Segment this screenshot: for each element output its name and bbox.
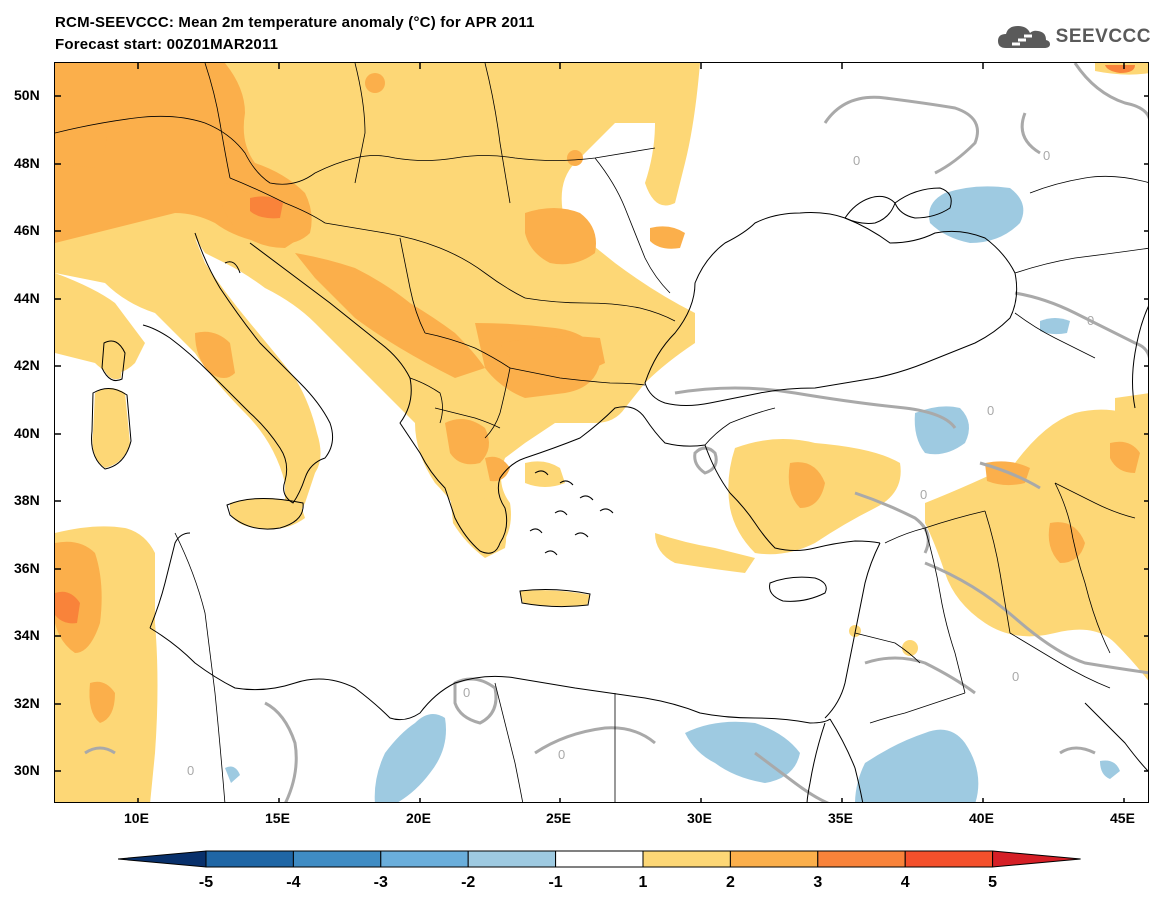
colorbar-segment: [555, 850, 644, 868]
country-borders: [55, 63, 1148, 802]
contour-label: 0: [987, 403, 994, 418]
colorbar-segment: [467, 850, 557, 868]
lat-label: 48N: [14, 155, 40, 171]
coastlines: [91, 187, 1148, 802]
colorbar-tick-label: -2: [461, 874, 476, 891]
lat-label: 40N: [14, 425, 40, 441]
contour-label: 0: [920, 487, 927, 502]
colorbar-segment: [205, 850, 294, 868]
colorbar-tick-label: 1: [638, 874, 648, 891]
lat-label: 32N: [14, 695, 40, 711]
anomaly-2-3-region: [55, 63, 1140, 723]
colorbar-tick-label: 3: [813, 874, 823, 891]
lat-label: 44N: [14, 290, 40, 306]
anomaly-map: 0 0 0 0 0 0 0 0 0: [55, 63, 1148, 802]
lat-label: 34N: [14, 627, 40, 643]
contour-label: 0: [187, 763, 194, 778]
map-area: 0 0 0 0 0 0 0 0 0: [54, 62, 1149, 803]
contour-label: 0: [1012, 669, 1019, 684]
colorbar-segment: [729, 850, 819, 868]
colorbar-segment: [992, 850, 1081, 868]
cloud-icon: [997, 26, 1050, 48]
lat-label: 42N: [14, 357, 40, 373]
colorbar-tick-label: -1: [548, 874, 563, 891]
contour-label: 0: [853, 153, 860, 168]
chart-subtitle: Forecast start: 00Z01MAR2011: [55, 36, 279, 53]
logo-text: SEEVCCC: [1055, 26, 1151, 47]
colorbar-segment: [904, 850, 994, 868]
colorbar-tick-label: 4: [900, 874, 910, 891]
anomaly-3-4-region: [55, 65, 1135, 624]
lat-label: 50N: [14, 87, 40, 103]
lat-label: 38N: [14, 492, 40, 508]
colorbar-segment: [292, 850, 382, 868]
colorbar-segment: [817, 850, 906, 868]
lon-label: 20E: [406, 810, 431, 826]
colorbar-tick-label: 2: [725, 874, 735, 891]
colorbar-segment: [118, 850, 207, 868]
lat-label: 30N: [14, 762, 40, 778]
anomaly-neg-1-2-region: [225, 186, 1120, 802]
lon-label: 40E: [969, 810, 994, 826]
colorbar-segment: [380, 850, 469, 868]
colorbar-tick-label: -4: [286, 874, 301, 891]
lon-label: 10E: [124, 810, 149, 826]
lat-label: 36N: [14, 560, 40, 576]
contour-labels: 0 0 0 0 0 0 0 0 0: [187, 148, 1094, 778]
contour-label: 0: [1043, 148, 1050, 163]
lon-label: 30E: [687, 810, 712, 826]
chart-title: RCM-SEEVCCC: Mean 2m temperature anomaly…: [55, 14, 535, 31]
contour-label: 0: [463, 685, 470, 700]
seevccc-logo: SEEVCCC: [996, 22, 1151, 52]
contour-label: 0: [1087, 313, 1094, 328]
lon-label: 35E: [828, 810, 853, 826]
lat-label: 46N: [14, 222, 40, 238]
lon-label: 45E: [1110, 810, 1135, 826]
colorbar-tick-label: -5: [198, 874, 214, 891]
colorbar-segment: [642, 850, 731, 868]
lon-label: 25E: [546, 810, 571, 826]
lon-label: 15E: [265, 810, 290, 826]
frame-ticks: [55, 63, 1148, 802]
contour-label: 0: [558, 747, 565, 762]
colorbar-tick-label: 5: [988, 874, 998, 891]
colorbar: [118, 850, 1081, 868]
colorbar-tick-label: -3: [373, 874, 388, 891]
